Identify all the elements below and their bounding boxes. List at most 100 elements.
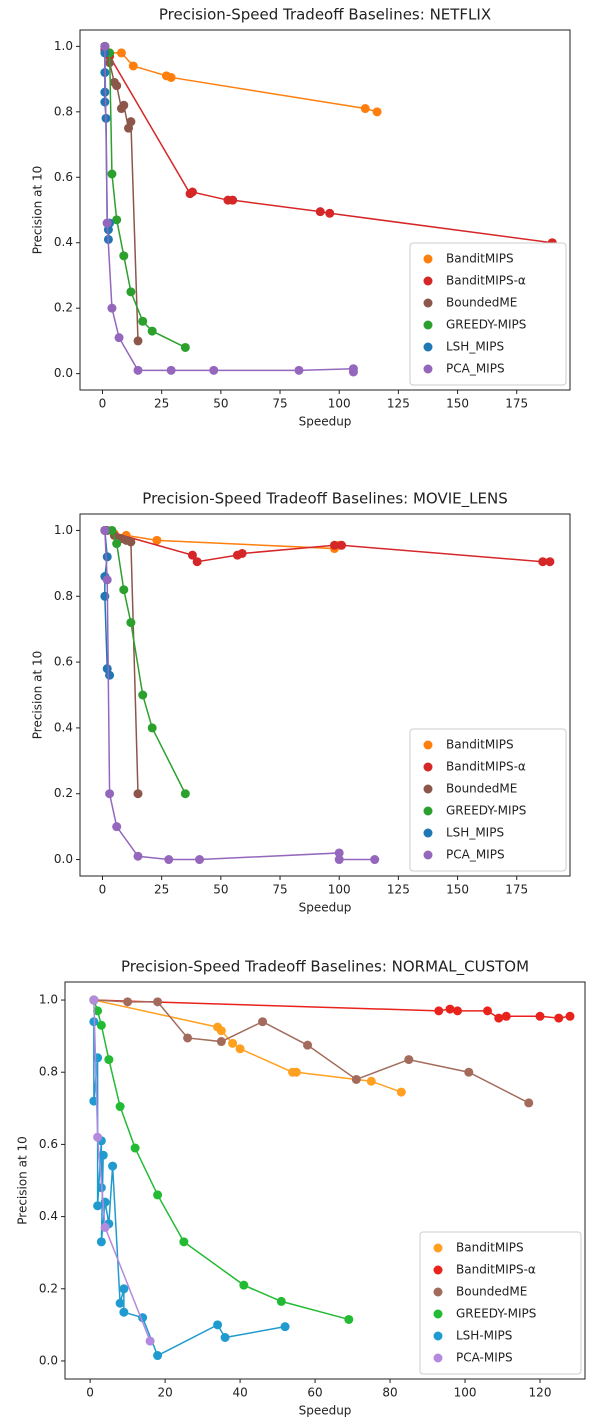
data-point — [123, 997, 133, 1007]
data-point — [329, 540, 339, 550]
legend-box — [419, 1231, 582, 1375]
y-axis-label: Precision at 10 — [31, 166, 45, 255]
data-point — [107, 525, 117, 535]
data-point — [126, 537, 136, 547]
y-tick-label: 0.4 — [54, 720, 73, 734]
data-point — [179, 1237, 189, 1247]
y-axis-label: Precision at 10 — [31, 651, 45, 740]
data-point — [434, 1006, 444, 1016]
y-tick-label: 0.0 — [54, 852, 73, 866]
data-point — [192, 557, 202, 567]
y-tick-label: 0.2 — [54, 301, 73, 315]
legend-marker — [423, 828, 433, 838]
data-point — [483, 1006, 493, 1016]
x-tick-label: 175 — [505, 397, 528, 411]
y-tick-label: 1.0 — [54, 523, 73, 537]
x-tick-label: 0 — [86, 1386, 94, 1400]
data-point — [538, 557, 548, 567]
legend-label: BoundedME — [456, 1285, 527, 1299]
legend-label: PCA_MIPS — [446, 362, 505, 376]
data-point — [133, 789, 143, 799]
y-tick-label: 1.0 — [39, 993, 58, 1007]
data-point — [116, 48, 126, 58]
y-tick-label: 0.4 — [39, 1209, 58, 1223]
data-point — [115, 1298, 125, 1308]
data-point — [105, 789, 115, 799]
data-point — [112, 822, 122, 832]
x-tick-label: 0 — [99, 397, 107, 411]
data-point — [102, 575, 112, 585]
chart: Precision-Speed Tradeoff Baselines: NETF… — [31, 6, 571, 429]
data-point — [372, 107, 382, 117]
data-point — [164, 855, 174, 865]
x-tick-label: 100 — [454, 1386, 477, 1400]
data-point — [228, 1038, 238, 1048]
data-point — [187, 187, 197, 197]
x-tick-label: 175 — [505, 883, 528, 897]
x-tick-label: 25 — [154, 883, 169, 897]
legend-marker — [433, 1309, 443, 1319]
data-point — [348, 367, 358, 377]
x-tick-label: 20 — [157, 1386, 172, 1400]
data-point — [119, 100, 129, 110]
legend-label: BoundedME — [446, 782, 517, 796]
data-point — [294, 365, 304, 375]
data-point — [93, 1006, 103, 1016]
legend-marker — [423, 320, 433, 330]
legend: BanditMIPS BanditMIPS-α BoundedME GREEDY-MI… — [409, 728, 567, 872]
data-point — [291, 1067, 301, 1077]
data-point — [195, 855, 205, 865]
x-tick-label: 100 — [328, 883, 351, 897]
data-point — [128, 61, 138, 71]
data-point — [102, 218, 112, 228]
y-tick-label: 0.2 — [54, 786, 73, 800]
chart-title: Precision-Speed Tradeoff Baselines: NORM… — [121, 958, 529, 977]
chart: Precision-Speed Tradeoff Baselines: MOVI… — [31, 490, 571, 915]
data-point — [93, 1132, 103, 1142]
data-point — [276, 1296, 286, 1306]
data-point — [334, 855, 344, 865]
x-axis-label: Speedup — [299, 1404, 352, 1418]
legend-marker — [423, 342, 433, 352]
data-point — [153, 997, 163, 1007]
x-tick-label: 100 — [328, 397, 351, 411]
x-tick-label: 60 — [307, 1386, 322, 1400]
x-tick-label: 125 — [387, 883, 410, 897]
legend-label: PCA-MIPS — [456, 1351, 513, 1365]
legend-label: BanditMIPS-α — [446, 274, 526, 288]
series-line — [106, 529, 139, 794]
data-point — [133, 851, 143, 861]
legend-marker — [423, 298, 433, 308]
data-point — [138, 690, 148, 700]
data-point — [130, 1143, 140, 1153]
series-line — [93, 999, 571, 1019]
chart-title: Precision-Speed Tradeoff Baselines: MOVI… — [142, 490, 507, 509]
x-tick-label: 150 — [446, 397, 469, 411]
data-point — [126, 117, 136, 127]
y-tick-label: 0.0 — [54, 366, 73, 380]
data-point — [315, 207, 325, 217]
data-point — [133, 365, 143, 375]
data-point — [153, 1190, 163, 1200]
data-point — [112, 539, 122, 549]
series-line — [93, 1000, 151, 1342]
data-point — [351, 1074, 361, 1084]
data-point — [93, 1053, 103, 1063]
data-point — [216, 1037, 226, 1047]
y-axis-label: Precision at 10 — [16, 1136, 30, 1225]
data-point — [554, 1013, 564, 1023]
y-tick-label: 1.0 — [54, 39, 73, 53]
legend-label: BanditMIPS-α — [446, 760, 526, 774]
y-tick-label: 0.6 — [54, 170, 73, 184]
data-point — [93, 1201, 103, 1211]
legend-marker — [433, 1287, 443, 1297]
data-point — [114, 333, 124, 343]
y-tick-label: 0.6 — [54, 655, 73, 669]
data-point — [119, 585, 129, 595]
data-point — [209, 365, 219, 375]
plot-frame — [79, 29, 571, 391]
x-tick-label: 40 — [232, 1386, 247, 1400]
y-tick-label: 0.6 — [39, 1137, 58, 1151]
data-point — [183, 1033, 193, 1043]
